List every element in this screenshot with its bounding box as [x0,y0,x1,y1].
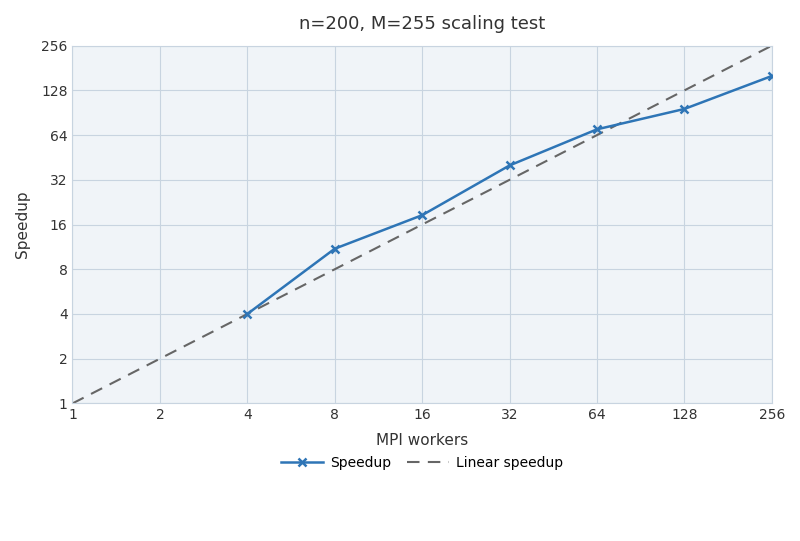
Speedup [418,212,427,219]
Linear speedup [330,266,339,273]
Linear speedup [505,176,514,183]
Speedup [767,72,777,79]
Linear speedup [767,42,777,49]
Speedup [679,105,689,112]
Speedup [505,162,514,169]
Linear speedup [68,400,78,407]
Title: n=200, M=255 scaling test: n=200, M=255 scaling test [299,15,546,33]
Linear speedup [679,87,689,94]
Linear speedup [418,221,427,228]
Speedup [592,126,602,133]
Y-axis label: Speedup: Speedup [15,191,30,259]
Line: Linear speedup: Linear speedup [73,45,772,404]
Line: Speedup: Speedup [243,72,776,318]
X-axis label: MPI workers: MPI workers [376,433,468,448]
Linear speedup [242,311,252,317]
Linear speedup [592,132,602,138]
Legend: Speedup, Linear speedup: Speedup, Linear speedup [275,450,569,475]
Speedup [330,246,339,252]
Speedup [242,311,252,317]
